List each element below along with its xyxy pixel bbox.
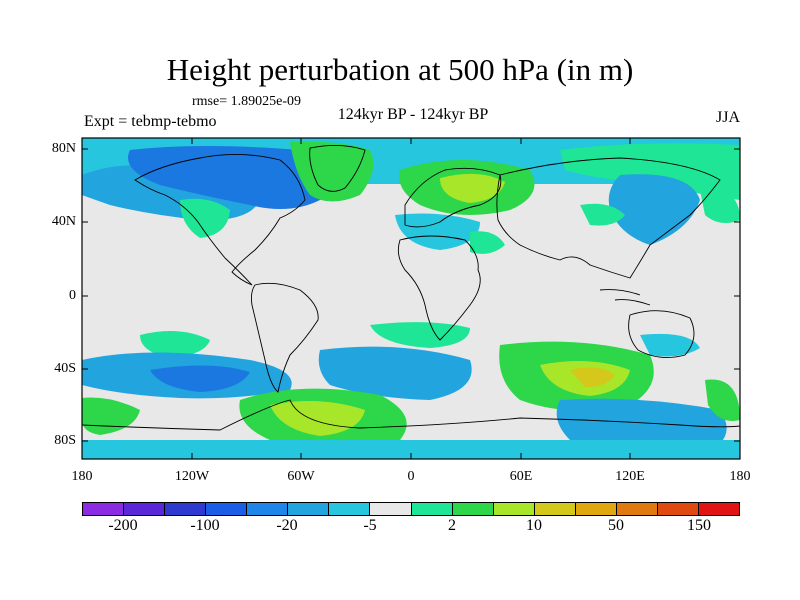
colorbar-box (493, 502, 535, 516)
contour-south-olive-east (570, 367, 615, 388)
lat-label-0: 0 (69, 288, 76, 303)
colorbar-label: -5 (363, 517, 377, 534)
contour-south-yellow-center (270, 401, 365, 436)
colorbar-label: -20 (276, 517, 298, 534)
contour-south-atlantic-mint (370, 322, 470, 348)
contour-mideast-mint (470, 231, 505, 254)
contour-siberia-green (560, 143, 740, 200)
lon-label-0: 0 (407, 469, 415, 484)
lat-label-80s: 80S (54, 433, 76, 448)
colorbar-box (657, 502, 699, 516)
coastline-indonesia (599, 289, 651, 306)
coastline-north-america (134, 154, 306, 286)
contour-europe-yellow (440, 173, 505, 203)
colorbar-box (124, 502, 166, 516)
experiment-label: Expt = tebmp-tebmo (84, 113, 217, 130)
lon-label-180-east: 180 (729, 469, 751, 484)
colorbar-box (411, 502, 453, 516)
lat-label-40n: 40N (51, 214, 76, 229)
rmse-label: rmse= 1.89025e-09 (192, 94, 301, 109)
lon-label-60w: 60W (287, 469, 315, 484)
colorbar-label: 2 (448, 517, 456, 534)
colorbar-box (82, 502, 125, 516)
colorbar-box (452, 502, 494, 516)
axis-ticks (82, 138, 740, 459)
contour-far-east-green (705, 379, 740, 421)
colorbar-label: 10 (526, 517, 542, 534)
colorbar-label: 150 (687, 517, 711, 534)
map-title: Height perturbation at 500 hPa (in m) (166, 52, 634, 87)
lon-label-180-west: 180 (71, 469, 93, 484)
contour-atlantic-blue (395, 213, 480, 250)
contour-south-blue-center (318, 346, 472, 400)
colorbar (82, 502, 740, 516)
coastline-antarctica (82, 399, 740, 431)
lat-label-40s: 40S (54, 361, 76, 376)
contour-pacific-mint (700, 189, 740, 224)
coastline-europe (404, 167, 502, 228)
colorbar-box (370, 502, 412, 516)
colorbar-box (288, 502, 330, 516)
lat-label-80n: 80N (51, 141, 76, 156)
season-label: JJA (715, 109, 740, 126)
colorbar-box (329, 502, 371, 516)
colorbar-box (534, 502, 576, 516)
colorbar-label: -100 (190, 517, 220, 534)
colorbar-box (165, 502, 207, 516)
contour-greenland-green (290, 141, 374, 202)
lon-label-120e: 120E (615, 469, 645, 484)
coastline-south-america (250, 282, 319, 393)
contour-fill (82, 138, 740, 459)
contour-south-blue-deep (150, 365, 250, 392)
colorbar-label: 50 (608, 517, 624, 534)
contour-south-mint-east (640, 333, 700, 357)
lon-label-120w: 120W (174, 469, 210, 484)
coastlines (82, 145, 740, 431)
coastline-asia (496, 157, 721, 279)
contour-siberia-blue (608, 174, 700, 245)
colorbar-box (247, 502, 289, 516)
colorbar-box (206, 502, 248, 516)
contour-na-blue (128, 146, 327, 209)
coastline-africa (397, 235, 481, 341)
contour-asia-mint (580, 203, 625, 226)
period-label: 124kyr BP - 124kyr BP (337, 106, 489, 123)
coastline-australia (628, 310, 695, 359)
colorbar-label: -200 (108, 517, 138, 534)
lon-label-60e: 60E (509, 469, 533, 484)
contour-south-pacific-mint (140, 331, 210, 358)
colorbar-box (575, 502, 617, 516)
colorbar-box (698, 502, 740, 516)
colorbar-box (616, 502, 658, 516)
contour-antarctic-blue (82, 440, 740, 459)
coastline-greenland (309, 145, 366, 192)
contour-na-green (180, 198, 230, 238)
